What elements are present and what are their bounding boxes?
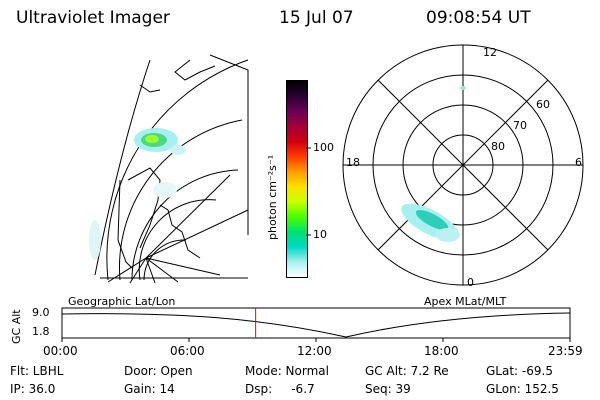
mlt-label-6: 6 — [575, 156, 582, 169]
polar-map-label: Apex MLat/MLT — [424, 295, 507, 308]
xtick-0600: 06:00 — [170, 344, 205, 358]
timeline-ytick-top: 9.0 — [32, 306, 50, 319]
colorbar-tick-10: 10 — [313, 228, 327, 241]
mlt-label-18: 18 — [346, 156, 360, 169]
xtick-2359: 23:59 — [548, 344, 583, 358]
footer-mode: Mode: Normal — [245, 364, 329, 378]
footer-door: Door: Open — [124, 364, 193, 378]
xtick-1200: 12:00 — [297, 344, 332, 358]
time-label: 09:08:54 UT — [426, 8, 531, 28]
footer-glat: GLat: -69.5 — [486, 364, 553, 378]
mlt-label-12: 12 — [483, 46, 497, 59]
geographic-map-label: Geographic Lat/Lon — [68, 295, 176, 308]
date-label: 15 Jul 07 — [279, 8, 354, 28]
instrument-title: Ultraviolet Imager — [16, 8, 170, 28]
colorbar — [286, 80, 308, 278]
xtick-1800: 18:00 — [424, 344, 459, 358]
footer-ip: IP: 36.0 — [10, 382, 56, 396]
footer-gain: Gain: 14 — [124, 382, 175, 396]
mlt-label-0: 0 — [467, 276, 474, 289]
footer-gc-alt: GC Alt: 7.2 Re — [365, 364, 449, 378]
timeline-ytick-bottom: 1.8 — [32, 325, 50, 338]
colorbar-tick-100: 100 — [313, 141, 334, 154]
lat-label-80: 80 — [491, 140, 505, 153]
footer-seq: Seq: 39 — [365, 382, 411, 396]
footer-filter: Flt: LBHL — [10, 364, 64, 378]
timeline-ylabel: GC Alt — [10, 309, 23, 344]
footer-dsp: Dsp: -6.7 — [245, 382, 315, 396]
lat-label-60: 60 — [536, 98, 550, 111]
lat-label-70: 70 — [513, 119, 527, 132]
footer-glon: GLon: 152.5 — [486, 382, 559, 396]
xtick-0000: 00:00 — [43, 344, 78, 358]
